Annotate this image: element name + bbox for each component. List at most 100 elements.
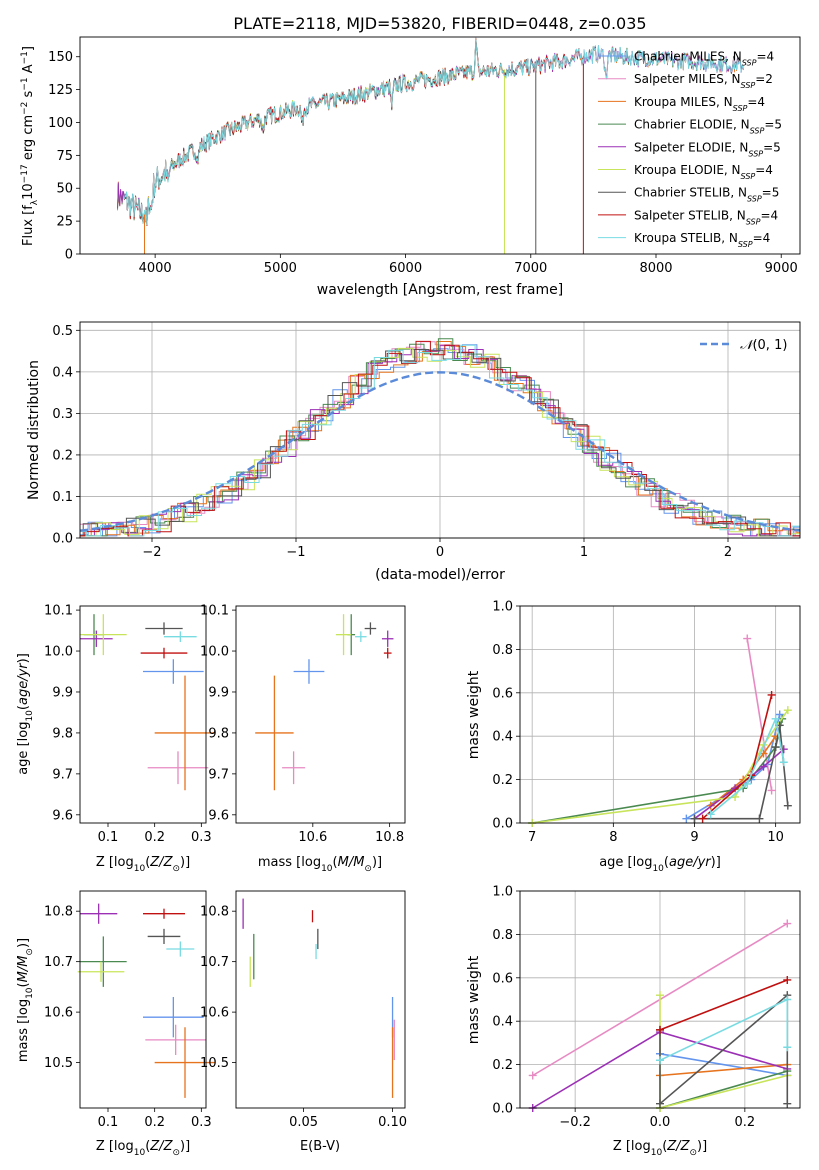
legend-label-text: Chabrier STELIB, N	[634, 186, 747, 200]
mass-vs-Z-point-chabrier-miles	[143, 996, 204, 1038]
age-vs-Z-xlabel-part: (	[145, 855, 150, 870]
weight-vs-age-series-kroupa-elodie	[528, 706, 792, 827]
weight-marker	[783, 1043, 792, 1052]
spectrum-title: PLATE=2118, MJD=53820, FIBERID=0448, z=0…	[233, 14, 646, 33]
age-vs-Z-xlabel-part: Z [log	[96, 855, 134, 870]
weight-vs-Z-ytick-label: 0.8	[492, 928, 513, 943]
legend-label-suffix: =4	[753, 231, 771, 245]
weight-marker	[783, 975, 792, 984]
weight-vs-age-xlabel-part: 10	[652, 864, 664, 874]
residuals-frame	[79, 321, 801, 539]
age-vs-Z-point-kroupa-elodie	[80, 614, 127, 656]
residuals-ytick-label: 0.4	[52, 365, 73, 380]
residuals-ytick-label: 0.1	[52, 490, 73, 505]
age-vs-mass-point-kroupa-miles	[255, 675, 294, 791]
legend-label-text: Salpeter ELODIE, N	[634, 140, 748, 154]
age-vs-mass-xtick-label: 10.6	[298, 830, 327, 845]
mass-vs-ebv-axes: 0.05 0.10 10.5 10.6 10.7 10.8 E(B-V)	[200, 890, 407, 1154]
residuals-xtick-label: 1	[580, 545, 588, 560]
spectrum-xtick-label: 6000	[389, 261, 422, 276]
spectrum-ytick-label: 125	[48, 83, 73, 98]
age-vs-Z-ylabel-part: )]	[16, 653, 31, 663]
age-vs-mass-xlabel-part: ⊙	[364, 864, 372, 874]
weight-vs-Z-xtick-label: 0.2	[735, 1115, 756, 1130]
age-vs-mass-point-chabrier-miles	[293, 659, 325, 684]
spectrum-ytick-label: 50	[56, 182, 73, 197]
weight-line	[659, 1063, 788, 1077]
legend-label-suffix: =2	[755, 72, 773, 86]
weight-vs-Z-series-salpeter-stelib	[656, 975, 792, 1034]
weight-marker	[743, 779, 752, 788]
legend-label-text: Chabrier ELODIE, N	[634, 118, 750, 132]
weight-vs-age-series-kroupa-stelib	[706, 714, 788, 819]
weight-vs-Z-ytick-label: 0.6	[492, 971, 513, 986]
mass-vs-ebv-ytick-label: 10.7	[200, 955, 229, 970]
weight-vs-age-ytick-label: 0.0	[492, 817, 513, 832]
age-vs-mass-point-salpeter-elodie	[381, 630, 394, 647]
age-vs-Z-ylabel-part: 10	[25, 710, 35, 722]
weight-vs-Z-ytick-label: 0.4	[492, 1015, 513, 1030]
age-vs-mass-frame	[235, 605, 406, 824]
age-vs-Z-xlabel-part: )]	[180, 855, 190, 870]
weight-vs-age-xlabel-part: (	[664, 855, 669, 870]
residuals-xtick-label: −2	[142, 545, 161, 560]
legend-label-sub: SSP	[733, 103, 748, 112]
residuals-ylabel: Normed distribution	[26, 360, 42, 500]
age-vs-mass-xlabel-part: mass [log	[258, 855, 321, 870]
legend-label-suffix: =4	[755, 163, 773, 177]
age-vs-mass-xtick-label: 10.8	[375, 830, 404, 845]
legend-label: Kroupa STELIB, NSSP=4	[634, 231, 770, 249]
residual-histogram-salpeter-stelib	[80, 340, 800, 537]
residual-histogram-chabrier-elodie	[80, 338, 800, 537]
weight-marker	[656, 991, 664, 1000]
spectrum-xtick-label: 7000	[514, 261, 547, 276]
weight-vs-age-series-chabrier-elodie	[528, 714, 787, 827]
spectrum-axes: 4000 5000 6000 7000 8000 9000 0 25 50 75 100 125 150…	[20, 36, 801, 276]
legend-label-text: Kroupa STELIB, N	[634, 231, 738, 245]
age-vs-Z-ylabel: age [log10(age/yr)]	[16, 653, 35, 775]
weight-vs-age-xtick-label: 10	[767, 830, 784, 845]
legend-label-sub: SSP	[748, 149, 763, 158]
weight-vs-Z-xlabel-part: Z [log	[613, 1139, 651, 1154]
legend-label-suffix: =4	[760, 208, 778, 222]
weight-marker	[759, 762, 768, 771]
legend-label-sub: SSP	[738, 240, 753, 249]
mass-vs-Z-ylabel-part: ⊙	[25, 948, 35, 956]
legend-label-sub: SSP	[742, 58, 757, 67]
legend-label-text: Chabrier MILES, N	[634, 50, 742, 64]
residuals-ytick-label: 0.0	[52, 532, 73, 547]
mass-vs-Z-ylabel-part: 10	[25, 987, 35, 999]
age-vs-Z-point-salpeter-elodie	[80, 630, 113, 647]
weight-marker	[771, 743, 780, 752]
age-vs-mass-axes: 10.6 10.8 9.6 9.7 9.8 9.9 10.0 10.1 mass [log10(…	[200, 604, 406, 874]
weight-marker	[743, 634, 752, 643]
weight-vs-Z-xtick-label: −0.2	[559, 1115, 591, 1130]
age-vs-Z-ytick-label: 9.6	[52, 808, 73, 823]
weight-marker	[698, 814, 707, 823]
age-vs-mass-xlabel-part: 10	[321, 864, 333, 874]
residuals-xtick-label: 2	[724, 545, 732, 560]
mass-vs-Z-point-salpeter-miles	[145, 1024, 206, 1056]
weight-line	[710, 716, 785, 815]
mass-vs-Z-ytick-label: 10.7	[44, 955, 73, 970]
weight-marker	[767, 786, 776, 795]
weight-line	[659, 993, 789, 1106]
residuals-ytick-label: 0.2	[52, 448, 73, 463]
spectrum-ylabel-part: −2	[20, 102, 30, 115]
mass-vs-ebv-xtick-label: 0.05	[289, 1115, 318, 1130]
weight-vs-Z-ytick-label: 0.2	[492, 1058, 513, 1073]
weight-line	[659, 979, 788, 1031]
spectrum-line-kroupa-stelib	[123, 39, 744, 226]
age-vs-mass-point-salpeter-miles	[282, 751, 306, 785]
legend-label: 𝒩(0, 1)	[740, 338, 787, 353]
mass-vs-Z-ylabel-part: (	[16, 982, 31, 987]
residual-histogram-kroupa-stelib	[80, 344, 800, 537]
spectrum-ytick-label: 100	[48, 116, 73, 131]
spectrum-xtick-label: 8000	[639, 261, 672, 276]
weight-vs-Z-xlabel: Z [log10(Z/Z⊙)]	[613, 1139, 707, 1158]
spectrum-ylabel-part: −17	[20, 164, 30, 183]
mass-vs-Z-point-chabrier-elodie	[80, 936, 127, 987]
weight-vs-Z-xlabel-part: (	[662, 1139, 667, 1154]
age-vs-Z-xtick-label: 0.1	[98, 830, 119, 845]
residuals-ytick-label: 0.5	[52, 324, 73, 339]
